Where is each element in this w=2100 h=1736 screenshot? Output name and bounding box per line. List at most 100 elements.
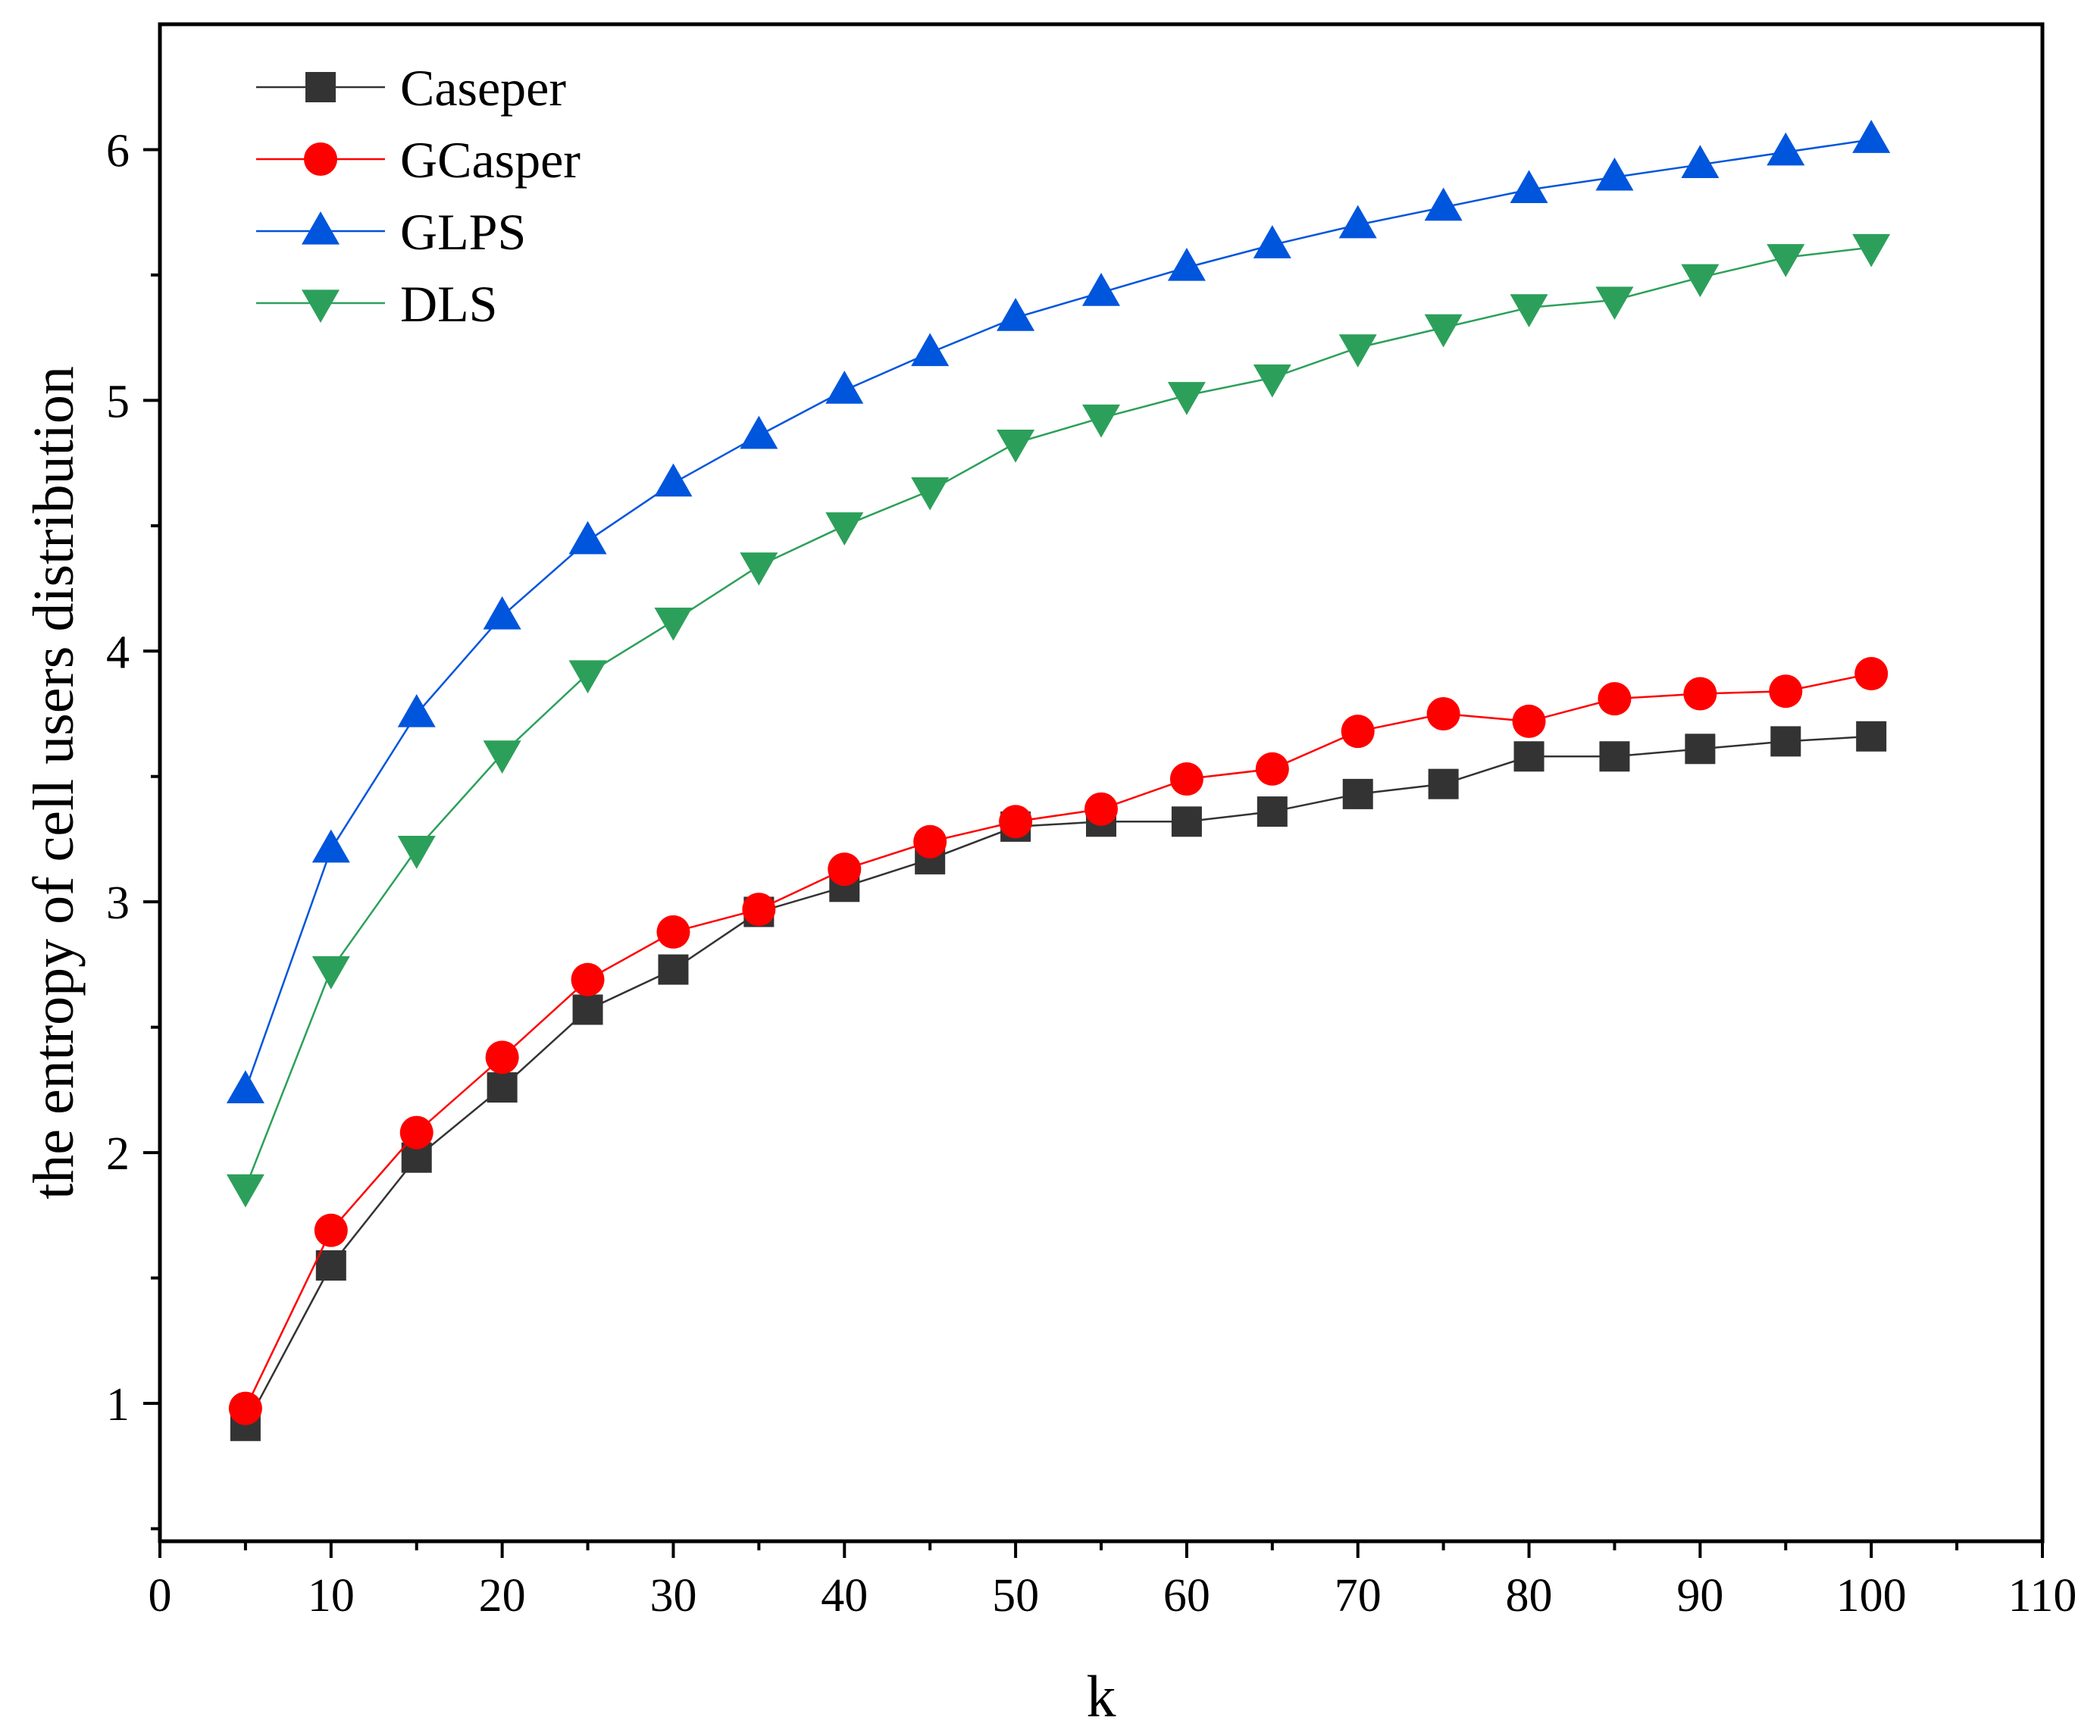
data-point-glps	[1510, 170, 1548, 204]
data-point-glps	[483, 596, 521, 630]
series-glps	[226, 120, 1891, 1104]
data-point-dls	[226, 1174, 264, 1208]
data-point-gcasper	[228, 1391, 262, 1425]
legend-item-caseper: Caseper	[256, 59, 566, 117]
x-tick-label: 40	[821, 1570, 868, 1622]
legend-marker	[304, 142, 337, 176]
data-point-dls	[740, 552, 778, 586]
data-point-gcasper	[828, 852, 862, 887]
plot-area-frame	[158, 22, 2045, 1544]
data-point-caseper	[1685, 733, 1716, 765]
y-tick-label: 6	[106, 125, 130, 177]
legend-marker	[302, 289, 340, 324]
data-point-dls	[1681, 264, 1720, 298]
x-tick-label: 0	[149, 1570, 172, 1622]
data-point-dls	[397, 836, 436, 869]
data-point-caseper	[1856, 721, 1887, 752]
data-point-caseper	[1770, 726, 1801, 757]
series-line-glps	[244, 138, 1872, 1090]
data-point-dls	[1082, 404, 1120, 438]
data-point-caseper	[1513, 741, 1544, 772]
legend: Caseper GCasper GLPS DLS	[256, 59, 581, 333]
x-tick-label: 50	[992, 1570, 1039, 1622]
data-point-caseper	[1171, 806, 1202, 837]
data-point-caseper	[487, 1072, 518, 1103]
data-point-glps	[1681, 145, 1720, 178]
data-point-glps	[226, 1070, 264, 1104]
data-point-dls	[1253, 364, 1291, 398]
data-point-glps	[397, 693, 436, 727]
x-tick-label: 60	[1163, 1570, 1210, 1622]
data-point-gcasper	[656, 915, 690, 949]
data-point-glps	[997, 298, 1035, 331]
data-point-glps	[1338, 205, 1377, 239]
x-tick-label: 10	[308, 1570, 355, 1622]
data-point-dls	[1595, 286, 1634, 321]
data-point-dls	[568, 660, 607, 694]
data-point-caseper	[1257, 796, 1288, 827]
data-point-dls	[911, 477, 950, 511]
data-point-glps	[654, 463, 693, 497]
series-gcasper	[228, 657, 1889, 1425]
series-caseper	[230, 721, 1887, 1441]
data-point-dls	[997, 429, 1035, 463]
data-point-gcasper	[913, 824, 947, 859]
data-point-glps	[1424, 187, 1463, 221]
data-point-dls	[1852, 233, 1891, 267]
data-point-glps	[1167, 247, 1206, 281]
legend-marker	[305, 72, 336, 102]
data-point-dls	[825, 512, 864, 546]
legend-item-dls: DLS	[256, 275, 497, 333]
legend-label: GLPS	[400, 203, 526, 261]
data-point-glps	[740, 415, 778, 449]
data-point-gcasper	[1683, 677, 1717, 711]
data-point-gcasper	[1512, 704, 1546, 738]
data-point-gcasper	[1426, 697, 1460, 730]
data-point-glps	[568, 521, 607, 555]
x-tick-label: 70	[1335, 1570, 1382, 1622]
data-point-caseper	[658, 954, 689, 985]
y-tick-label: 1	[106, 1379, 130, 1431]
data-point-glps	[1852, 120, 1891, 153]
y-axis-title: the entropy of cell users distribution	[22, 366, 86, 1200]
data-point-glps	[311, 829, 350, 863]
data-point-glps	[825, 371, 864, 404]
y-tick-label: 5	[106, 376, 130, 427]
x-tick-label: 30	[649, 1570, 696, 1622]
data-point-caseper	[315, 1250, 346, 1281]
data-point-caseper	[1428, 768, 1459, 799]
data-point-dls	[1338, 334, 1377, 368]
x-tick-label: 100	[1836, 1570, 1907, 1622]
series-line-gcasper	[244, 672, 1872, 1409]
data-point-gcasper	[1769, 674, 1803, 708]
legend-item-glps: GLPS	[256, 203, 526, 261]
data-point-gcasper	[571, 962, 605, 996]
y-tick-label: 4	[106, 627, 130, 678]
data-point-caseper	[572, 994, 603, 1025]
data-point-glps	[911, 333, 950, 367]
legend-label: DLS	[400, 275, 497, 333]
data-point-dls	[1767, 244, 1805, 277]
data-point-gcasper	[1341, 715, 1375, 749]
axis-ticks: 0 10 20 30 40 50 60 70 80 90 100 110 1 2 3 4 5 6	[106, 125, 2077, 1622]
data-point-dls	[654, 607, 693, 641]
legend-item-gcasper: GCasper	[256, 131, 581, 189]
x-axis-title: k	[1087, 1663, 1116, 1729]
legend-label: Caseper	[400, 59, 566, 117]
data-point-glps	[1767, 132, 1805, 166]
data-point-glps	[1082, 273, 1120, 306]
x-tick-label: 80	[1506, 1570, 1553, 1622]
x-tick-label: 20	[479, 1570, 526, 1622]
legend-marker	[302, 211, 340, 245]
y-tick-label: 2	[106, 1128, 130, 1180]
data-point-gcasper	[1598, 682, 1632, 716]
series-dls	[226, 233, 1891, 1208]
series-line-dls	[244, 246, 1872, 1188]
data-point-gcasper	[742, 893, 776, 927]
data-point-dls	[311, 956, 350, 990]
data-point-caseper	[1599, 741, 1630, 772]
data-point-gcasper	[399, 1115, 433, 1150]
data-point-dls	[1510, 294, 1548, 327]
